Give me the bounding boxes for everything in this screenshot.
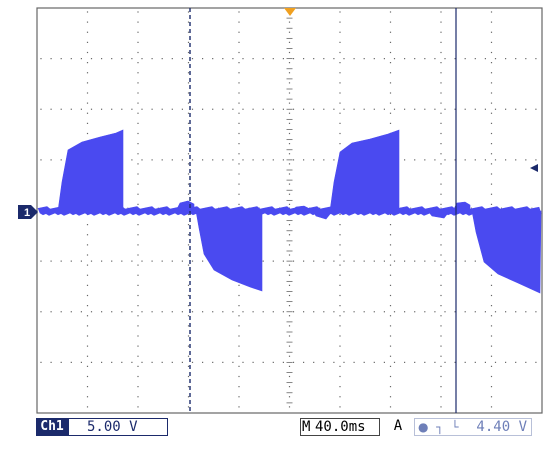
ringing-bump xyxy=(312,210,331,220)
rising-edge-icon: ● ┐ └ xyxy=(418,420,461,434)
ringing-bump xyxy=(175,200,195,212)
channel-marker-label: 1 xyxy=(24,207,30,219)
ringing-bump xyxy=(291,205,311,212)
negative-pulse xyxy=(195,210,263,292)
positive-pulse xyxy=(57,129,124,212)
trigger-mode-indicator: A xyxy=(388,418,408,436)
ringing-bump xyxy=(427,210,449,219)
trigger-level-arrow-icon xyxy=(530,164,538,172)
ground-level-arrow-icon xyxy=(18,205,38,219)
volts-per-div-readout: 5.00 V xyxy=(68,418,168,436)
ch1-waveform-trace xyxy=(37,129,542,294)
timebase-readout: 40.0ms xyxy=(300,418,380,436)
negative-pulse xyxy=(471,210,542,294)
positive-pulse xyxy=(329,129,400,212)
timebase-prefix: M xyxy=(302,419,311,435)
channel-label[interactable]: Ch1 xyxy=(36,418,68,436)
trigger-level-readout: 4.40 V xyxy=(414,418,532,436)
trigger-position-icon xyxy=(284,8,296,16)
